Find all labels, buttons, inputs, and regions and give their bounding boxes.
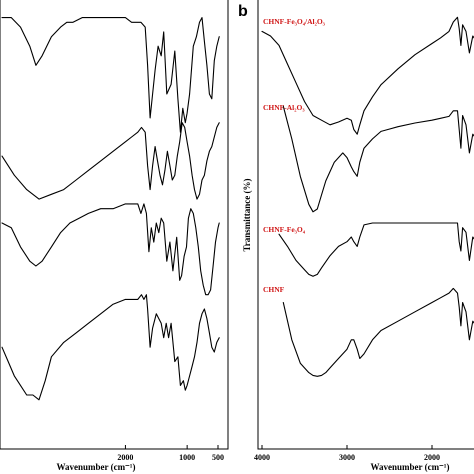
panel-b-series-1-label: CHNF-Fe₃O₄/Al₂O₃: [263, 17, 326, 26]
panel-a-frame: [0, 0, 229, 450]
panel-b-series-2-label: CHNF-Al₂O₃: [263, 103, 305, 112]
panel-b-x-axis-title: Wavenumber (cm⁻¹): [370, 462, 449, 472]
panel-b-frame: [257, 0, 474, 450]
panel-b-series-2-line: [282, 105, 474, 213]
panel-a-x-tick-label: 2000: [117, 453, 133, 462]
panel-a-x-tick-label: 1000: [179, 453, 195, 462]
panel-b: b CHNF-Fe₃O₄/Al₂O₃CHNF-Al₂O₃CHNF-Fe₃O₄CH…: [238, 0, 474, 472]
panel-b-ticks: 4000 3000 2000: [254, 445, 440, 462]
panel-a: 2000 1000 500 Wavenumber (cm⁻¹): [0, 0, 229, 472]
panel-b-y-axis-title: Transmittance (%): [242, 178, 252, 251]
panel-b-series-3-line: [278, 222, 474, 277]
panel-a-series-1-line: [1, 17, 220, 133]
panel-b-x-tick-label: 2000: [424, 453, 440, 462]
panel-a-x-axis-title: Wavenumber (cm⁻¹): [56, 462, 135, 472]
panel-b-series-1-line: [261, 16, 474, 135]
panel-b-traces: [261, 16, 474, 377]
panel-a-traces: [1, 17, 220, 401]
panel-b-x-tick-label: 3000: [339, 453, 355, 462]
panel-b-x-tick-label: 4000: [254, 453, 270, 462]
panel-b-letter: b: [238, 3, 248, 20]
panel-a-x-tick-label: 500: [212, 453, 224, 462]
panel-a-ticks: 2000 1000 500: [117, 445, 224, 462]
panel-a-series-4-line: [1, 294, 220, 401]
panel-b-series-3-label: CHNF-Fe₃O₄: [263, 225, 306, 234]
panel-a-series-2-line: [1, 122, 220, 200]
panel-b-series-4-line: [282, 287, 474, 377]
panel-b-series-labels: CHNF-Fe₃O₄/Al₂O₃ CHNF-Al₂O₃ CHNF-Fe₃O₄ CHNF: [263, 17, 326, 294]
panel-b-series-4-label: CHNF: [263, 285, 285, 294]
panel-a-series-3-line: [1, 203, 220, 296]
